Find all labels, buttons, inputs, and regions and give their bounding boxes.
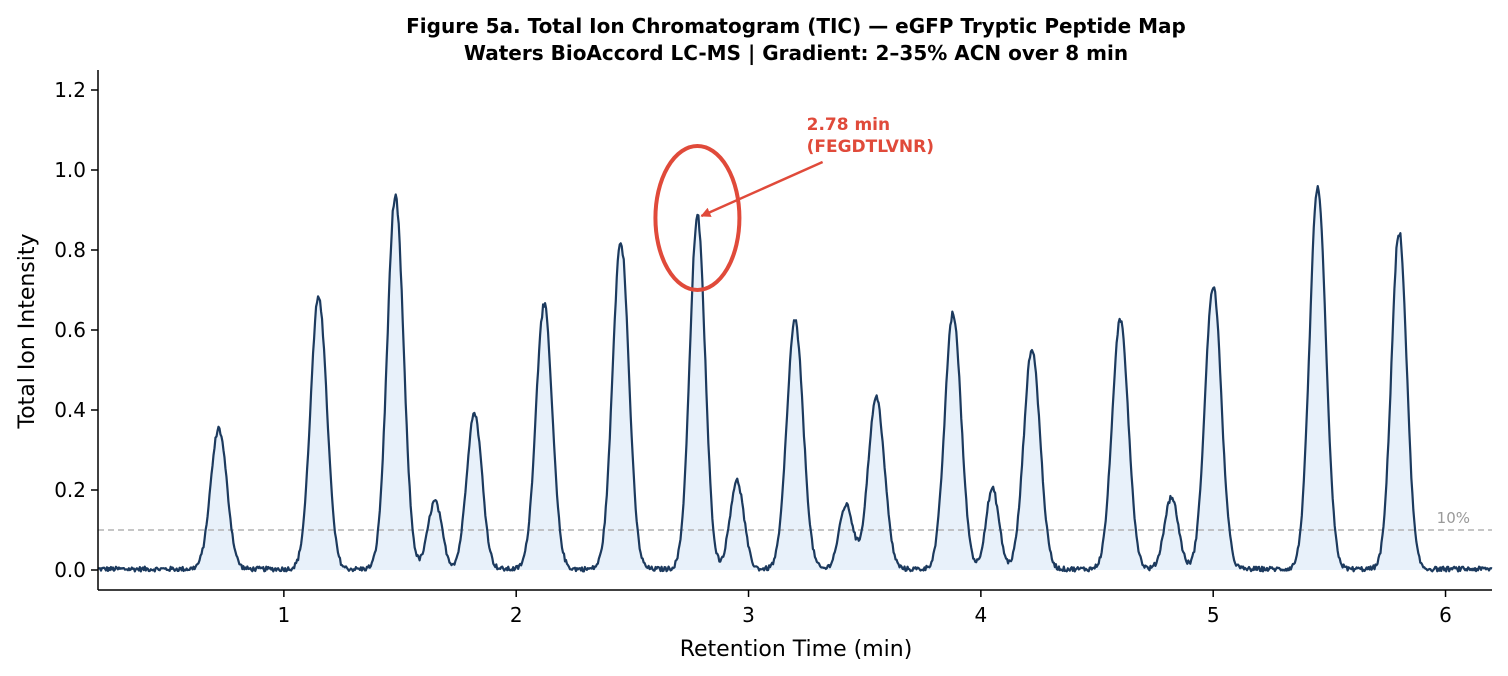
axes: 1 2 3 4 5 6 0.0 0.2 0.4 0.6 0.8 1.0 1.2 (54, 70, 1492, 627)
y-tick-label: 0.0 (54, 558, 86, 582)
x-tick-label: 4 (974, 603, 987, 627)
annotation-rt-label: 2.78 min (807, 115, 891, 135)
highlight-ellipse (653, 144, 742, 292)
x-tick-label: 6 (1439, 603, 1452, 627)
tic-fill-area (98, 186, 1492, 572)
y-tick-label: 0.8 (54, 238, 86, 262)
annotation-peptide-label: (FEGDTLVNR) (807, 137, 934, 157)
y-ticks: 0.0 0.2 0.4 0.6 0.8 1.0 1.2 (54, 78, 98, 582)
tic-trace-line (97, 185, 1493, 573)
x-tick-label: 5 (1207, 603, 1220, 627)
x-tick-label: 1 (277, 603, 290, 627)
x-tick-label: 3 (742, 603, 755, 627)
x-tick-label: 2 (510, 603, 523, 627)
y-tick-label: 0.6 (54, 318, 86, 342)
y-tick-label: 1.0 (54, 158, 86, 182)
annotation-arrow (700, 160, 824, 218)
y-axis-label: Total Ion Intensity (15, 233, 40, 429)
x-ticks: 1 2 3 4 5 6 (277, 590, 1452, 627)
y-tick-label: 1.2 (54, 78, 86, 102)
x-axis-label: Retention Time (min) (680, 637, 913, 662)
y-tick-label: 0.2 (54, 478, 86, 502)
plot-area: 10% 2.78 min (FEGDTLVNR) (97, 115, 1493, 573)
chart-subtitle: Waters BioAccord LC-MS | Gradient: 2–35%… (464, 41, 1128, 65)
chart-title: Figure 5a. Total Ion Chromatogram (TIC) … (406, 14, 1186, 38)
y-tick-label: 0.4 (54, 398, 86, 422)
threshold-label: 10% (1437, 509, 1470, 527)
